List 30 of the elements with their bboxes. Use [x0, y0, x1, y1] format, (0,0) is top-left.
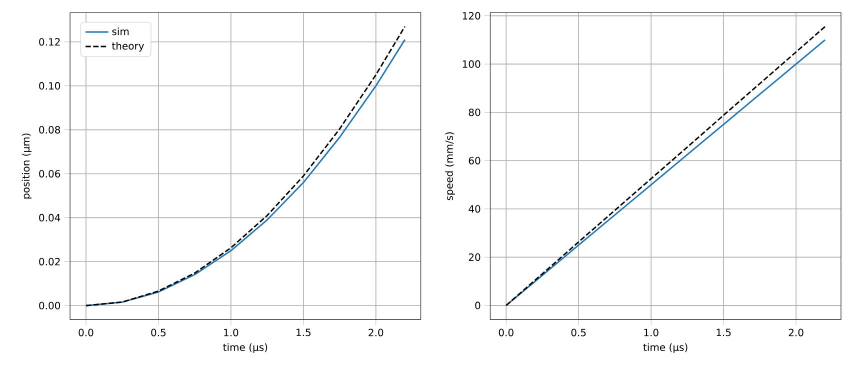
x-axis-title: time (µs): [223, 343, 268, 353]
y-tick-label: 20: [468, 253, 480, 261]
y-tick-label: 80: [468, 108, 480, 116]
y-tick-label: 0: [475, 301, 480, 310]
x-tick-label: 1.5: [716, 328, 731, 336]
y-tick-label: 0.00: [39, 302, 60, 310]
legend-label: theory: [112, 42, 144, 52]
x-tick-label: 0.5: [151, 328, 166, 336]
x-tick-label: 1.0: [224, 328, 238, 336]
x-axis-title: time (µs): [643, 343, 688, 353]
x-tick-label: 0.5: [571, 328, 586, 336]
x-tick-label: 1.5: [296, 328, 310, 336]
y-tick-label: 40: [468, 204, 480, 212]
y-tick-label: 0.06: [39, 170, 60, 178]
y-tick-label: 100: [462, 60, 480, 68]
y-tick-label: 0.10: [39, 82, 60, 90]
legend-label: sim: [112, 27, 129, 35]
x-tick-label: 2.0: [368, 328, 384, 336]
y-axis-title: speed (mm/s): [445, 132, 455, 200]
y-tick-label: 0.02: [39, 258, 60, 266]
y-tick-label: 0.04: [39, 214, 60, 222]
y-tick-label: 0.08: [39, 126, 60, 134]
x-tick-label: 0.0: [498, 328, 514, 336]
x-tick-label: 1.0: [644, 328, 658, 336]
x-tick-label: 0.0: [78, 328, 94, 336]
y-tick-label: 0.12: [39, 38, 60, 46]
y-tick-label: 60: [468, 156, 480, 164]
y-tick-label: 120: [462, 12, 480, 20]
x-tick-label: 2.0: [788, 328, 804, 336]
y-axis-title: position (µm): [22, 133, 32, 198]
